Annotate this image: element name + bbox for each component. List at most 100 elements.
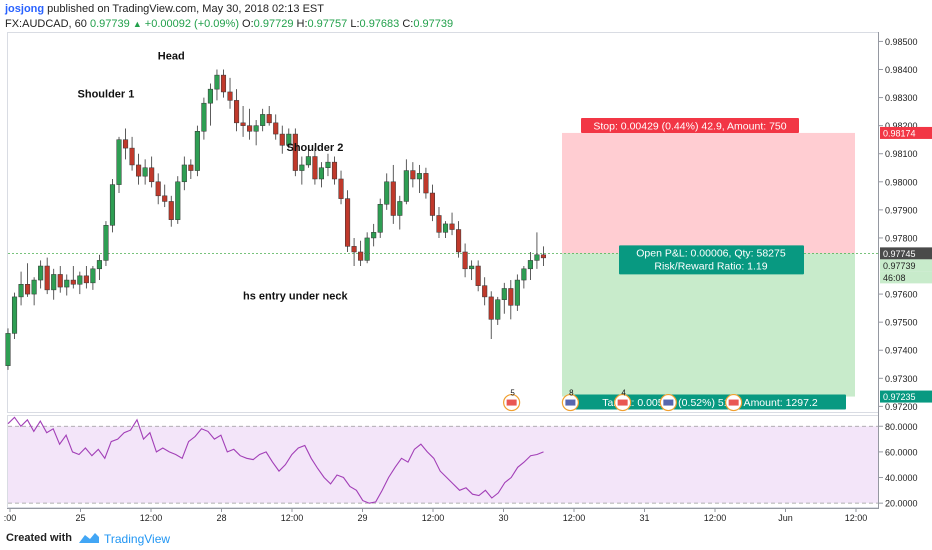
candle-body xyxy=(31,279,37,295)
rsi-tick-label: 80.0000 xyxy=(885,422,918,432)
symbol-label[interactable]: FX:AUDCAD, 60 xyxy=(5,18,87,30)
last-price: 0.97739 xyxy=(89,18,130,30)
candle-body xyxy=(168,201,174,220)
target-label: Target: 0.00510 (0.52%) 51.0, Amount: 12… xyxy=(602,397,818,409)
candle-body xyxy=(345,198,351,247)
candle-body xyxy=(214,74,220,90)
price-tick-label: 0.98500 xyxy=(885,37,918,47)
price-tick-label: 0.98300 xyxy=(885,93,918,103)
rr-label: Risk/Reward Ratio: 1.19 xyxy=(654,260,767,272)
candle-body xyxy=(371,232,377,239)
candle-body xyxy=(253,125,259,132)
candle-body xyxy=(475,265,481,286)
stop-label-box xyxy=(581,117,799,133)
candle-body xyxy=(136,164,142,177)
candle-body xyxy=(142,167,148,177)
candle-body xyxy=(227,91,233,101)
price-tick-label: 0.98200 xyxy=(885,121,918,131)
rsi-line xyxy=(7,416,544,504)
low-label: L: xyxy=(350,18,360,30)
event-count: 5 xyxy=(510,389,515,398)
tradingview-logo-icon[interactable] xyxy=(78,530,100,546)
time-tick-label: 12:00 xyxy=(281,513,304,523)
rsi-band xyxy=(8,426,878,504)
candle-body xyxy=(318,167,324,180)
countdown-label-box xyxy=(880,271,932,284)
time-tick-label: 31 xyxy=(639,513,649,523)
time-tick-label: 12:00 xyxy=(704,513,727,523)
candle-body xyxy=(70,279,76,285)
candle-body xyxy=(403,170,409,202)
pnl-box xyxy=(619,245,804,275)
candle-body xyxy=(155,181,161,197)
open-label: O: xyxy=(242,18,254,30)
created-with-text: Created with xyxy=(6,532,73,544)
footer: Created with TradingView xyxy=(0,528,932,550)
candle-body xyxy=(57,274,63,288)
candle-body xyxy=(90,268,96,284)
candle-body xyxy=(162,195,168,202)
candle-body xyxy=(495,299,501,320)
candle-body xyxy=(514,279,520,306)
high-value: 0.97757 xyxy=(307,18,348,30)
candle-body xyxy=(410,170,416,180)
candle-body xyxy=(279,133,285,146)
time-tick-label: 29 xyxy=(357,513,367,523)
event-flag-fill xyxy=(565,399,576,406)
candle-body xyxy=(358,251,364,261)
low-value: 0.97683 xyxy=(359,18,400,30)
candle-body xyxy=(260,114,266,126)
candle-body xyxy=(175,181,181,220)
target-zone xyxy=(562,253,855,397)
candle-body xyxy=(129,147,135,166)
countdown-label: 46:08 xyxy=(883,273,906,283)
event-flag-fill xyxy=(663,399,674,406)
candle-body xyxy=(109,184,116,226)
candle-body xyxy=(292,133,298,171)
event-count: 4 xyxy=(621,389,626,398)
candle-body xyxy=(201,102,207,132)
candle-body xyxy=(273,122,279,135)
publish-line: josjong published on TradingView.com, Ma… xyxy=(5,3,324,15)
candle-body xyxy=(384,181,390,205)
candle-body xyxy=(312,156,318,180)
candle-body xyxy=(149,167,155,183)
chart-annotation: Head xyxy=(158,51,185,63)
candle-body xyxy=(194,131,200,171)
candle-body xyxy=(534,254,540,261)
candle-body xyxy=(436,215,442,233)
candle-body xyxy=(234,100,240,124)
candle-body xyxy=(240,122,246,126)
candle-body xyxy=(83,275,89,284)
candle-body xyxy=(325,161,331,169)
target-price-label-box xyxy=(880,390,932,403)
candle-body xyxy=(377,204,383,233)
author-link[interactable]: josjong xyxy=(5,3,45,15)
price-tick-label: 0.98100 xyxy=(885,149,918,159)
symbol-legend: FX:AUDCAD, 60 0.97739 ▲ +0.00092 (+0.09%… xyxy=(5,18,453,30)
price-tick-label: 0.97300 xyxy=(885,374,918,384)
price-tick-label: 0.97900 xyxy=(885,205,918,215)
candle-body xyxy=(416,173,422,180)
candle-body xyxy=(527,260,533,270)
candle-body xyxy=(11,296,18,334)
rsi-tick-label: 20.0000 xyxy=(885,499,918,509)
stop-price-label: 0.98174 xyxy=(883,128,916,138)
candle-body xyxy=(25,284,31,295)
price-tick-label: 0.97600 xyxy=(885,290,918,300)
candle-body xyxy=(488,296,494,320)
candle-body xyxy=(429,192,435,216)
up-arrow-icon: ▲ xyxy=(132,19,142,29)
candle-body xyxy=(364,237,370,261)
candle-body xyxy=(44,265,50,291)
entry-price-label: 0.97745 xyxy=(883,249,916,259)
tradingview-brand[interactable]: TradingView xyxy=(104,532,171,546)
candle-body xyxy=(299,164,305,171)
event-flag-fill xyxy=(506,399,517,406)
candle-body xyxy=(351,246,357,253)
candle-body xyxy=(38,265,44,281)
price-chart[interactable]: 0.98500 0.98400 0.98300 0.98200 0.98100 0.980… xyxy=(0,0,932,528)
price-tick-label: 0.98000 xyxy=(885,177,918,187)
last-price-label: 0.97739 xyxy=(883,261,916,271)
